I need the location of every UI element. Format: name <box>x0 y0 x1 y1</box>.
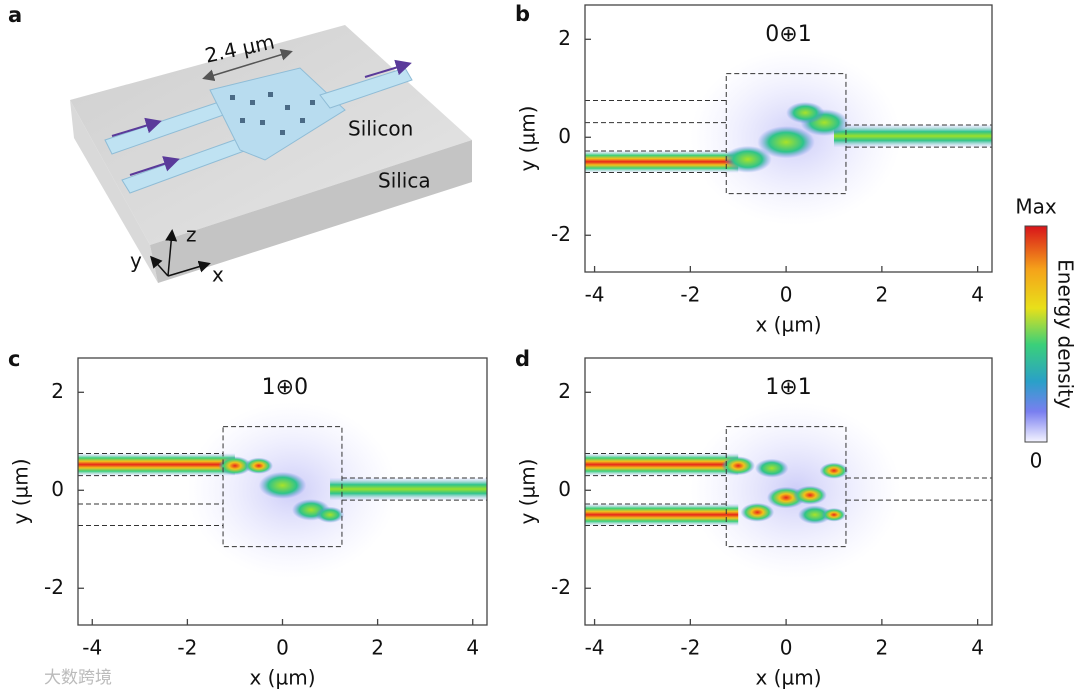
waveguide-outline <box>78 453 487 527</box>
x-tick-label: 4 <box>971 636 984 660</box>
device-illustration <box>70 25 472 283</box>
watermark: 大数跨境 <box>44 668 112 688</box>
hotspot <box>822 508 846 522</box>
hotspot <box>793 485 827 505</box>
panel-label: c <box>8 347 20 371</box>
field-map <box>78 402 487 579</box>
y-axis-label: y (µm) <box>516 105 540 171</box>
x-tick-label: 0 <box>780 636 793 660</box>
x-tick-label: 0 <box>780 283 793 307</box>
beam <box>585 453 739 476</box>
field-map <box>585 49 992 226</box>
hotspot <box>754 458 789 478</box>
x-axis-label: x (µm) <box>755 313 821 337</box>
panel-label: a <box>8 3 22 27</box>
plot-frame <box>584 4 993 273</box>
x-axis-label: x (µm) <box>249 666 315 690</box>
panel-title: 1⊕0 <box>262 375 308 400</box>
x-tick-label: -2 <box>680 636 700 660</box>
x-tick-label: 4 <box>466 636 479 660</box>
hotspot <box>757 126 815 159</box>
x-tick-label: -2 <box>177 636 197 660</box>
y-tick-label: -2 <box>551 575 571 599</box>
hotspot <box>798 505 832 525</box>
colorbar <box>1024 225 1048 443</box>
y-tick-label: 0 <box>558 124 571 148</box>
beam <box>585 503 739 526</box>
waveguide-output <box>319 67 413 109</box>
field-map <box>585 402 992 579</box>
x-tick-label: -2 <box>680 283 700 307</box>
y-axis-label: y (µm) <box>9 458 33 524</box>
x-tick-label: 0 <box>276 636 289 660</box>
panel-title: 1⊕1 <box>765 375 811 400</box>
y-axis-label: y (µm) <box>516 458 540 524</box>
y-tick-label: 2 <box>51 379 64 403</box>
hotspot <box>258 471 307 499</box>
beam <box>330 478 487 501</box>
x-tick-label: 2 <box>876 283 889 307</box>
y-tick-label: 0 <box>558 477 571 501</box>
silica-left <box>70 100 158 283</box>
hotspot <box>218 456 252 476</box>
design-region <box>725 426 847 548</box>
hotspot <box>740 502 775 522</box>
beam <box>833 125 992 148</box>
y-tick-label: 0 <box>51 477 64 501</box>
silica-front <box>150 140 472 283</box>
x-tick-label: 2 <box>371 636 384 660</box>
panel-label: d <box>515 347 530 371</box>
colorbar-min: 0 <box>1030 449 1043 473</box>
field <box>585 402 992 579</box>
holes <box>230 92 315 135</box>
silica-label: Silica <box>378 169 431 193</box>
y-tick-label: -2 <box>551 222 571 246</box>
hotspot <box>786 102 825 124</box>
field <box>585 49 992 226</box>
panel-label: b <box>515 2 530 26</box>
x-tick-label: -4 <box>585 636 605 660</box>
axis-label: x <box>212 263 224 287</box>
hotspot <box>244 457 273 474</box>
panel-title: 0⊕1 <box>765 22 811 47</box>
colorbar-max: Max <box>1015 195 1057 219</box>
axis-label: z <box>186 223 197 247</box>
axis-label: y <box>130 249 142 273</box>
beam <box>585 150 739 173</box>
y-tick-label: 2 <box>558 379 571 403</box>
field <box>78 402 487 579</box>
silicon-label: Silicon <box>348 117 413 141</box>
y-tick-label: -2 <box>44 575 64 599</box>
y-tick-label: 2 <box>558 26 571 50</box>
hotspot <box>819 462 849 479</box>
hotspot <box>721 456 755 476</box>
x-tick-label: 2 <box>876 636 889 660</box>
colorbar-label: Energy density <box>1054 259 1078 409</box>
design-region <box>725 73 847 195</box>
x-axis-label: x (µm) <box>755 666 821 690</box>
x-tick-label: -4 <box>82 636 102 660</box>
hotspot <box>723 145 772 173</box>
plot-frame <box>584 357 993 626</box>
x-tick-label: -4 <box>585 283 605 307</box>
hotspot <box>315 506 345 523</box>
beam <box>78 453 235 476</box>
design-region <box>222 426 343 548</box>
x-tick-label: 4 <box>971 283 984 307</box>
